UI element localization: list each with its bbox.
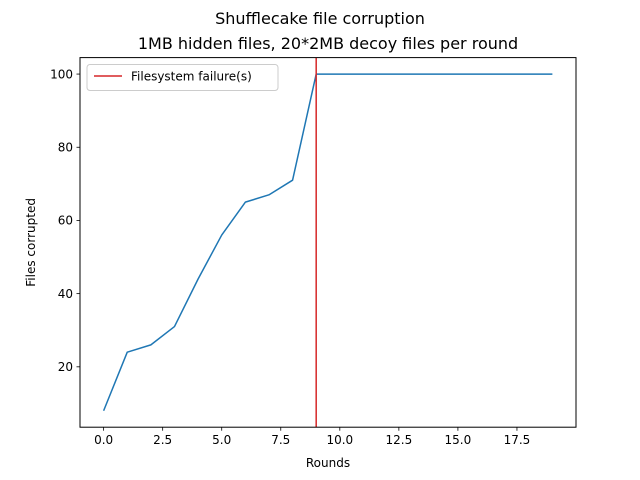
x-tick-label: 10.0 xyxy=(326,433,353,447)
x-tick-label: 17.5 xyxy=(504,433,531,447)
chart-title: Shufflecake file corruption xyxy=(215,9,425,28)
y-axis-label: Files corrupted xyxy=(24,198,38,287)
x-tick-label: 12.5 xyxy=(385,433,412,447)
chart-subtitle: 1MB hidden files, 20*2MB decoy files per… xyxy=(138,34,518,53)
x-tick-label: 5.0 xyxy=(212,433,231,447)
y-tick-label: 60 xyxy=(58,214,73,228)
legend-label-filesystem-failure: Filesystem failure(s) xyxy=(131,70,252,84)
x-tick-label: 7.5 xyxy=(271,433,290,447)
x-tick-label: 15.0 xyxy=(445,433,472,447)
y-tick-label: 80 xyxy=(58,141,73,155)
axes-frame xyxy=(79,57,577,428)
y-axis: 20 40 60 80 100 xyxy=(50,67,80,374)
x-axis-label: Rounds xyxy=(306,456,350,470)
series-line-0 xyxy=(102,73,553,412)
y-tick-label: 40 xyxy=(58,287,73,301)
y-tick-label: 20 xyxy=(58,360,73,374)
legend: Filesystem failure(s) xyxy=(86,64,279,91)
y-tick-label: 100 xyxy=(50,67,73,81)
x-tick-label: 2.5 xyxy=(153,433,172,447)
plot-area xyxy=(102,57,553,428)
legend-box xyxy=(86,64,279,91)
x-axis: 0.0 2.5 5.0 7.5 10.0 12.5 15.0 17.5 xyxy=(94,427,530,447)
x-tick-label: 0.0 xyxy=(94,433,113,447)
